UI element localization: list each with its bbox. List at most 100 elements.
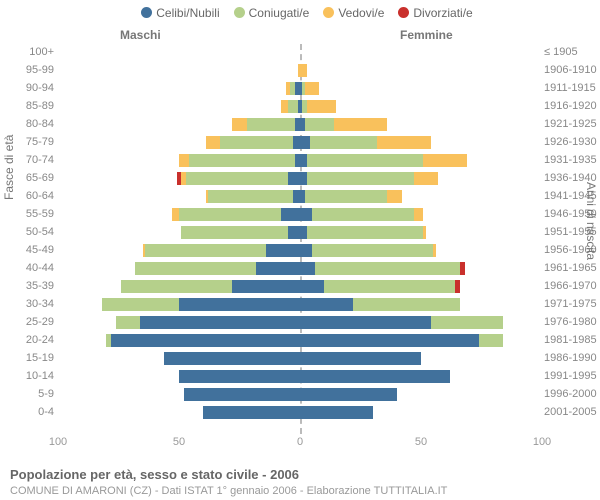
segment-celibi — [300, 208, 312, 221]
segment-celibi — [300, 154, 307, 167]
plot-area: 100+≤ 190595-991906-191090-941911-191585… — [58, 44, 542, 434]
age-label: 100+ — [4, 44, 54, 60]
segment-coniugati — [305, 190, 387, 203]
age-row: 70-741931-1935 — [58, 152, 542, 168]
age-label: 55-59 — [4, 206, 54, 222]
population-pyramid-chart: Celibi/NubiliConiugati/eVedovi/eDivorzia… — [0, 0, 600, 500]
segment-coniugati — [121, 280, 232, 293]
x-tick: 100 — [49, 436, 67, 448]
female-bar — [300, 154, 467, 167]
birth-year-label: 1966-1970 — [544, 278, 600, 294]
birth-year-label: 1976-1980 — [544, 314, 600, 330]
birth-year-label: 1971-1975 — [544, 296, 600, 312]
chart-subtitle: COMUNE DI AMARONI (CZ) - Dati ISTAT 1° g… — [10, 485, 447, 497]
y-axis-right-title: Anni di nascita — [584, 182, 598, 260]
segment-celibi — [300, 352, 421, 365]
male-bar — [135, 262, 300, 275]
segment-coniugati — [145, 244, 266, 257]
age-label: 5-9 — [4, 386, 54, 402]
legend: Celibi/NubiliConiugati/eVedovi/eDivorzia… — [0, 6, 600, 20]
segment-vedovi — [232, 118, 247, 131]
females-header: Femmine — [400, 28, 453, 42]
female-bar — [300, 280, 460, 293]
segment-celibi — [293, 190, 300, 203]
female-bar — [300, 136, 431, 149]
age-label: 25-29 — [4, 314, 54, 330]
age-row: 90-941911-1915 — [58, 80, 542, 96]
female-bar — [300, 172, 438, 185]
segment-coniugati — [315, 262, 460, 275]
segment-celibi — [111, 334, 300, 347]
birth-year-label: 1926-1930 — [544, 134, 600, 150]
legend-swatch-celibi — [141, 7, 152, 18]
segment-celibi — [256, 262, 300, 275]
segment-vedovi — [305, 82, 320, 95]
legend-label-vedovi: Vedovi/e — [338, 6, 384, 20]
age-label: 30-34 — [4, 296, 54, 312]
female-bar — [300, 334, 503, 347]
male-bar — [285, 82, 300, 95]
female-bar — [300, 298, 460, 311]
segment-celibi — [300, 370, 450, 383]
segment-vedovi — [300, 64, 307, 77]
males-header: Maschi — [120, 28, 161, 42]
age-row: 5-91996-2000 — [58, 386, 542, 402]
segment-coniugati — [312, 244, 433, 257]
y-axis-left-title: Fasce di età — [2, 135, 16, 200]
female-bar — [300, 208, 423, 221]
male-bar — [106, 334, 300, 347]
male-bar — [203, 406, 300, 419]
female-bar — [300, 82, 319, 95]
segment-coniugati — [181, 226, 287, 239]
segment-vedovi — [286, 82, 291, 95]
segment-coniugati — [186, 172, 288, 185]
segment-coniugati — [431, 316, 504, 329]
segment-coniugati — [247, 118, 295, 131]
birth-year-label: 1961-1965 — [544, 260, 600, 276]
segment-coniugati — [307, 154, 423, 167]
age-label: 15-19 — [4, 350, 54, 366]
segment-celibi — [288, 172, 300, 185]
birth-year-label: 1991-1995 — [544, 368, 600, 384]
segment-celibi — [179, 298, 300, 311]
segment-celibi — [203, 406, 300, 419]
segment-vedovi — [172, 208, 179, 221]
segment-coniugati — [312, 208, 414, 221]
birth-year-label: 1986-1990 — [544, 350, 600, 366]
segment-divorziati — [460, 262, 465, 275]
segment-celibi — [300, 334, 479, 347]
segment-vedovi — [414, 172, 438, 185]
birth-year-label: 1996-2000 — [544, 386, 600, 402]
segment-vedovi — [423, 226, 425, 239]
segment-celibi — [281, 208, 300, 221]
age-row: 60-641941-1945 — [58, 188, 542, 204]
segment-coniugati — [189, 154, 295, 167]
segment-celibi — [266, 244, 300, 257]
age-row: 0-42001-2005 — [58, 404, 542, 420]
age-label: 10-14 — [4, 368, 54, 384]
age-label: 35-39 — [4, 278, 54, 294]
male-bar — [179, 154, 300, 167]
legend-swatch-vedovi — [323, 7, 334, 18]
birth-year-label: 1906-1910 — [544, 62, 600, 78]
male-bar — [121, 280, 300, 293]
segment-coniugati — [116, 316, 140, 329]
male-bar — [184, 388, 300, 401]
segment-coniugati — [220, 136, 293, 149]
segment-coniugati — [135, 262, 256, 275]
segment-celibi — [300, 136, 310, 149]
birth-year-label: 1921-1925 — [544, 116, 600, 132]
male-bar — [281, 100, 300, 113]
birth-year-label: ≤ 1905 — [544, 44, 600, 60]
segment-divorziati — [455, 280, 460, 293]
segment-coniugati — [179, 208, 281, 221]
segment-coniugati — [208, 190, 293, 203]
x-tick: 50 — [173, 436, 185, 448]
segment-vedovi — [414, 208, 424, 221]
age-label: 45-49 — [4, 242, 54, 258]
segment-celibi — [300, 298, 353, 311]
segment-celibi — [288, 226, 300, 239]
segment-vedovi — [179, 154, 189, 167]
age-label: 80-84 — [4, 116, 54, 132]
birth-year-label: 1911-1915 — [544, 80, 600, 96]
